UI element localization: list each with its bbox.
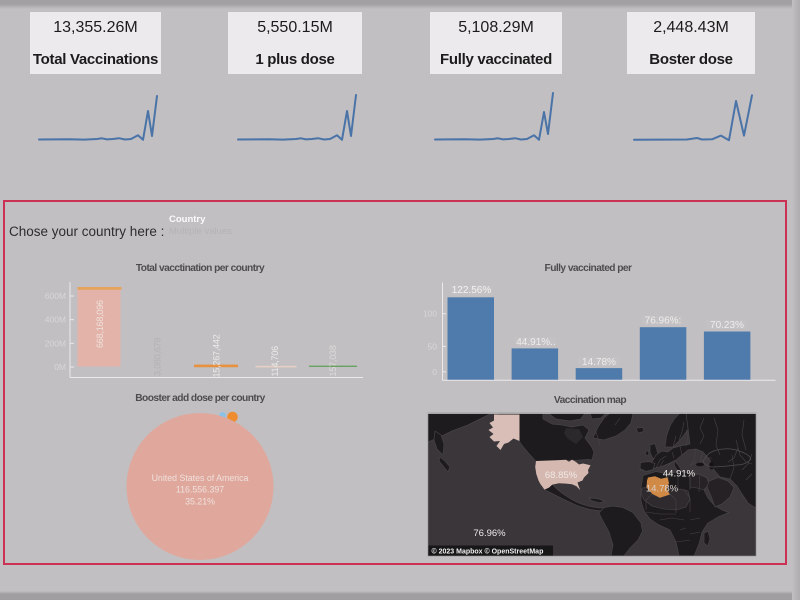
svg-text:116.556.397: 116.556.397 [176,485,224,495]
svg-text:70.23%: 70.23% [710,320,744,331]
svg-text:68.85%: 68.85% [545,470,578,481]
svg-text:3,080,679: 3,080,679 [153,338,163,376]
svg-text:200M: 200M [45,338,66,348]
svg-text:122.56%: 122.56% [452,285,492,296]
svg-text:114,706: 114,706 [270,346,280,377]
svg-text:14.78%: 14.78% [646,484,679,495]
svg-text:50: 50 [428,341,438,351]
svg-text:14.78%: 14.78% [582,357,616,368]
svg-text:35.21%: 35.21% [185,497,215,507]
svg-text:© 2023 Mapbox © OpenStreetMap: © 2023 Mapbox © OpenStreetMap [432,548,544,556]
svg-text:600M: 600M [45,291,66,301]
svg-text:668,168,096: 668,168,096 [95,300,105,348]
svg-text:44.91%..: 44.91%.. [516,337,555,348]
svg-text:100: 100 [423,309,437,319]
svg-text:United States of America: United States of America [152,473,249,483]
svg-text:0: 0 [432,367,437,377]
svg-text:0M: 0M [54,362,66,372]
svg-text:44.91%: 44.91% [663,469,696,480]
svg-text:76.96%: 76.96% [473,528,506,539]
svg-text:15,267,442: 15,267,442 [212,334,222,377]
svg-text:76.96%:: 76.96%: [645,315,682,326]
svg-text:157,038: 157,038 [328,345,338,376]
svg-text:400M: 400M [45,315,66,325]
